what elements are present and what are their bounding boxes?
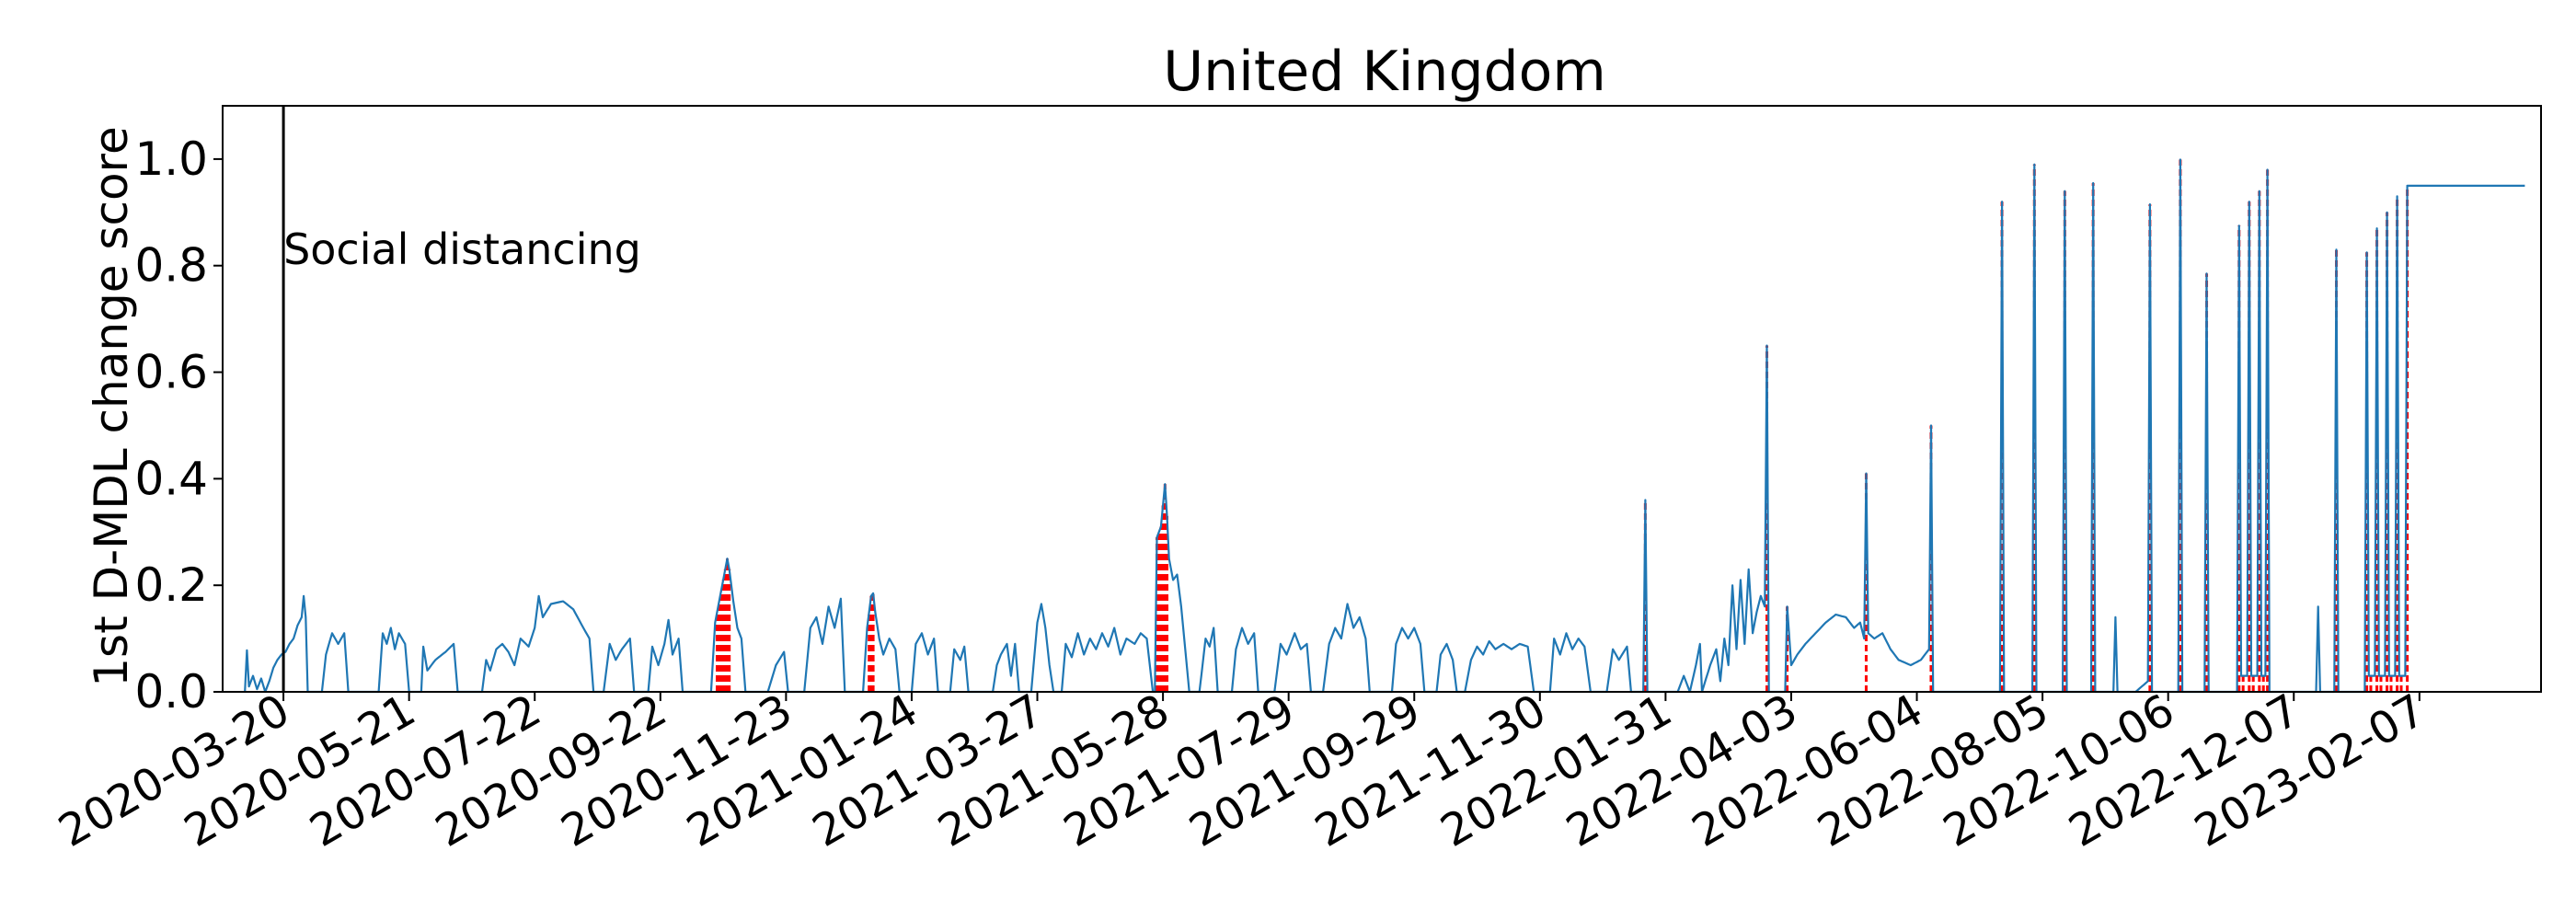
x-axis: 2020-03-202020-05-212020-07-222020-09-22… [51,684,2434,857]
y-axis-label: 1st D-MDL change score [85,126,138,687]
y-tick-label: 0.4 [134,452,208,505]
plot-area: Social distancing [244,106,2525,694]
event-label: Social distancing [283,224,641,274]
y-tick-label: 1.0 [134,132,208,186]
y-tick-label: 0.6 [134,346,208,399]
chart-title: United Kingdom [1163,40,1606,104]
y-tick-label: 0.8 [134,239,208,293]
plot-frame [222,105,2542,693]
y-tick-label: 0.2 [134,558,208,612]
y-tick-label: 0.0 [134,665,208,719]
y-axis: 0.0 0.2 0.4 0.6 0.8 1.0 [134,132,223,719]
